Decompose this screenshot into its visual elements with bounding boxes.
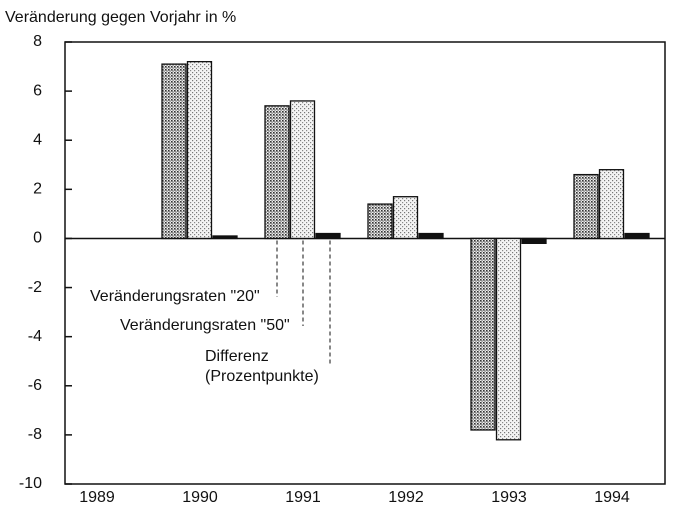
bar	[598, 169, 625, 240]
y-tick-label: -6	[28, 377, 42, 394]
y-tick-label: -2	[28, 279, 42, 296]
bar	[470, 237, 496, 431]
plot-frame	[64, 41, 666, 485]
y-tick-label: 6	[33, 82, 42, 99]
legend-label: Differenz (Prozentpunkte)	[205, 348, 319, 385]
bar	[367, 203, 393, 240]
x-tick-label: 1989	[79, 489, 115, 506]
y-tick-label: -8	[28, 426, 42, 443]
y-tick-label: 2	[33, 181, 42, 198]
x-tick-label: 1991	[285, 489, 321, 506]
legend-label: Veränderungsraten "20"	[90, 288, 260, 305]
legend-label: Veränderungsraten "50"	[120, 317, 290, 334]
x-tick-label: 1994	[594, 489, 630, 506]
x-tick-label: 1992	[388, 489, 424, 506]
y-tick-label: -4	[28, 328, 42, 345]
y-tick-label: -10	[19, 475, 42, 492]
bar	[212, 235, 238, 240]
y-axis-label: Veränderung gegen Vorjahr in %	[5, 9, 236, 26]
bar	[624, 232, 650, 240]
x-tick-label: 1993	[491, 489, 527, 506]
bar	[418, 232, 444, 240]
y-tick-label: 4	[33, 131, 42, 148]
bar	[392, 196, 419, 240]
bar	[289, 100, 316, 240]
bar	[315, 232, 341, 240]
y-tick-label: 0	[33, 230, 42, 247]
bar	[264, 105, 290, 240]
bar	[495, 237, 522, 441]
bar	[161, 63, 187, 240]
y-tick-label: 8	[33, 33, 42, 50]
x-tick-label: 1990	[182, 489, 218, 506]
bar	[573, 173, 599, 240]
bar	[186, 60, 213, 240]
bar	[521, 237, 547, 245]
